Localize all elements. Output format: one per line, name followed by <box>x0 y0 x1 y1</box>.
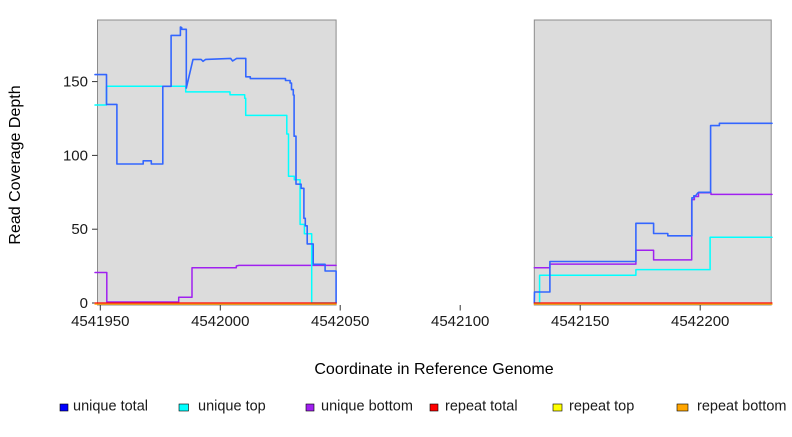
svg-text:50: 50 <box>71 221 88 238</box>
svg-text:unique total: unique total <box>73 399 148 415</box>
svg-text:150: 150 <box>63 74 88 91</box>
svg-text:repeat bottom: repeat bottom <box>697 399 786 415</box>
svg-text:0: 0 <box>80 295 88 312</box>
svg-text:4542000: 4542000 <box>191 313 249 330</box>
svg-text:4542150: 4542150 <box>551 313 609 330</box>
svg-text:Coordinate in Reference Genome: Coordinate in Reference Genome <box>314 361 553 378</box>
svg-text:unique bottom: unique bottom <box>321 399 413 415</box>
svg-text:repeat total: repeat total <box>445 399 518 415</box>
svg-text:unique top: unique top <box>198 399 266 415</box>
svg-text:4542050: 4542050 <box>311 313 369 330</box>
svg-text:4542100: 4542100 <box>431 313 489 330</box>
svg-text:100: 100 <box>63 147 88 164</box>
svg-text:4542200: 4542200 <box>671 313 729 330</box>
svg-text:4541950: 4541950 <box>71 313 129 330</box>
svg-text:Read Coverage Depth: Read Coverage Depth <box>7 85 24 244</box>
svg-text:repeat top: repeat top <box>569 399 634 415</box>
